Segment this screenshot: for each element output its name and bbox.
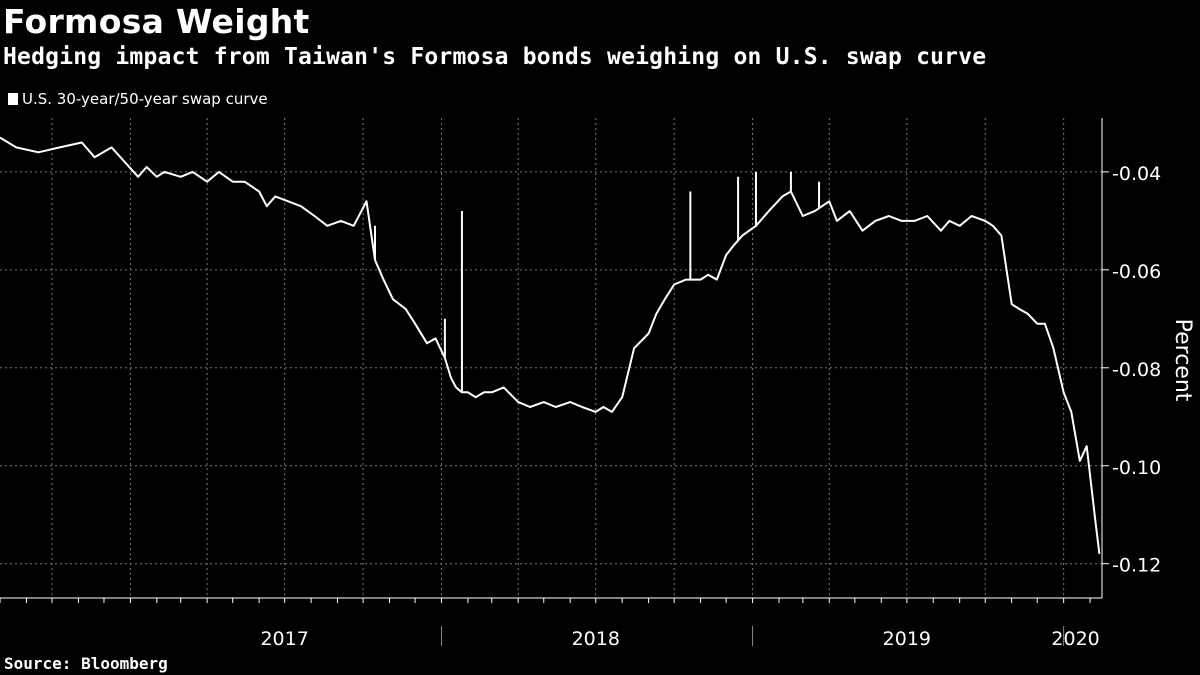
x-tick-label: 2017 xyxy=(260,628,308,650)
gridlines xyxy=(0,118,1102,598)
y-tick-label: -0.04 xyxy=(1112,163,1161,185)
x-tick-label: 2019 xyxy=(883,628,931,650)
y-tick-label: -0.10 xyxy=(1112,457,1161,479)
chart-subtitle: Hedging impact from Taiwan's Formosa bon… xyxy=(3,44,987,70)
y-tick-label: -0.08 xyxy=(1112,359,1161,381)
series-layer xyxy=(0,136,1101,555)
y-tick-label: -0.06 xyxy=(1112,261,1161,283)
chart-title: Formosa Weight xyxy=(3,2,310,41)
series-line xyxy=(0,136,1101,555)
y-axis-label: Percent xyxy=(1170,319,1195,402)
legend-label: U.S. 30-year/50-year swap curve xyxy=(22,90,268,108)
source-note: Source: Bloomberg xyxy=(4,654,168,673)
legend-swatch xyxy=(8,93,18,105)
legend: U.S. 30-year/50-year swap curve xyxy=(8,90,268,108)
axes xyxy=(0,118,1109,646)
y-tick-label: -0.12 xyxy=(1112,555,1161,577)
x-tick-label: 2018 xyxy=(572,628,620,650)
x-tick-label: 2020 xyxy=(1051,628,1099,650)
tick-labels: -0.04 -0.06 -0.08 -0.10 -0.12 2017 2018 2019 202… xyxy=(260,163,1161,650)
